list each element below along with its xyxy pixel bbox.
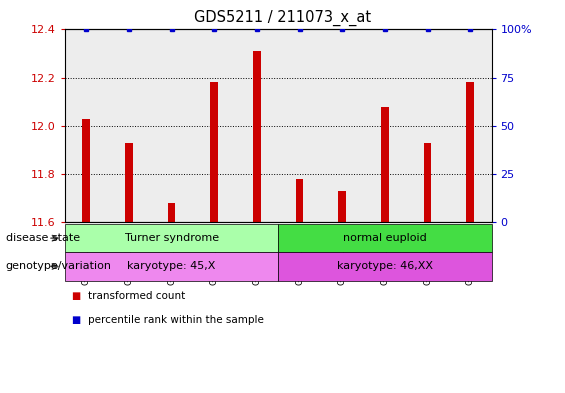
Bar: [253, 51, 261, 222]
Bar: [150, 29, 193, 222]
Bar: [321, 29, 364, 222]
Text: disease state: disease state: [6, 233, 80, 243]
Bar: [381, 107, 389, 222]
Bar: [82, 119, 90, 222]
Bar: [406, 29, 449, 222]
Bar: [65, 29, 107, 222]
Bar: [236, 29, 278, 222]
Text: karyotype: 46,XX: karyotype: 46,XX: [337, 261, 433, 272]
Bar: [193, 29, 236, 222]
Text: normal euploid: normal euploid: [343, 233, 427, 243]
Text: transformed count: transformed count: [88, 291, 185, 301]
Bar: [168, 203, 176, 222]
Bar: [210, 83, 218, 222]
Bar: [279, 29, 321, 222]
Bar: [364, 29, 406, 222]
Bar: [338, 191, 346, 222]
Text: Turner syndrome: Turner syndrome: [124, 233, 219, 243]
Bar: [125, 143, 133, 222]
Bar: [466, 83, 474, 222]
Text: genotype/variation: genotype/variation: [6, 261, 112, 272]
Text: ■: ■: [71, 315, 80, 325]
Text: GDS5211 / 211073_x_at: GDS5211 / 211073_x_at: [194, 10, 371, 26]
Text: karyotype: 45,X: karyotype: 45,X: [128, 261, 216, 272]
Bar: [424, 143, 432, 222]
Bar: [449, 29, 492, 222]
Text: ■: ■: [71, 291, 80, 301]
Bar: [107, 29, 150, 222]
Bar: [295, 179, 303, 222]
Text: percentile rank within the sample: percentile rank within the sample: [88, 315, 263, 325]
